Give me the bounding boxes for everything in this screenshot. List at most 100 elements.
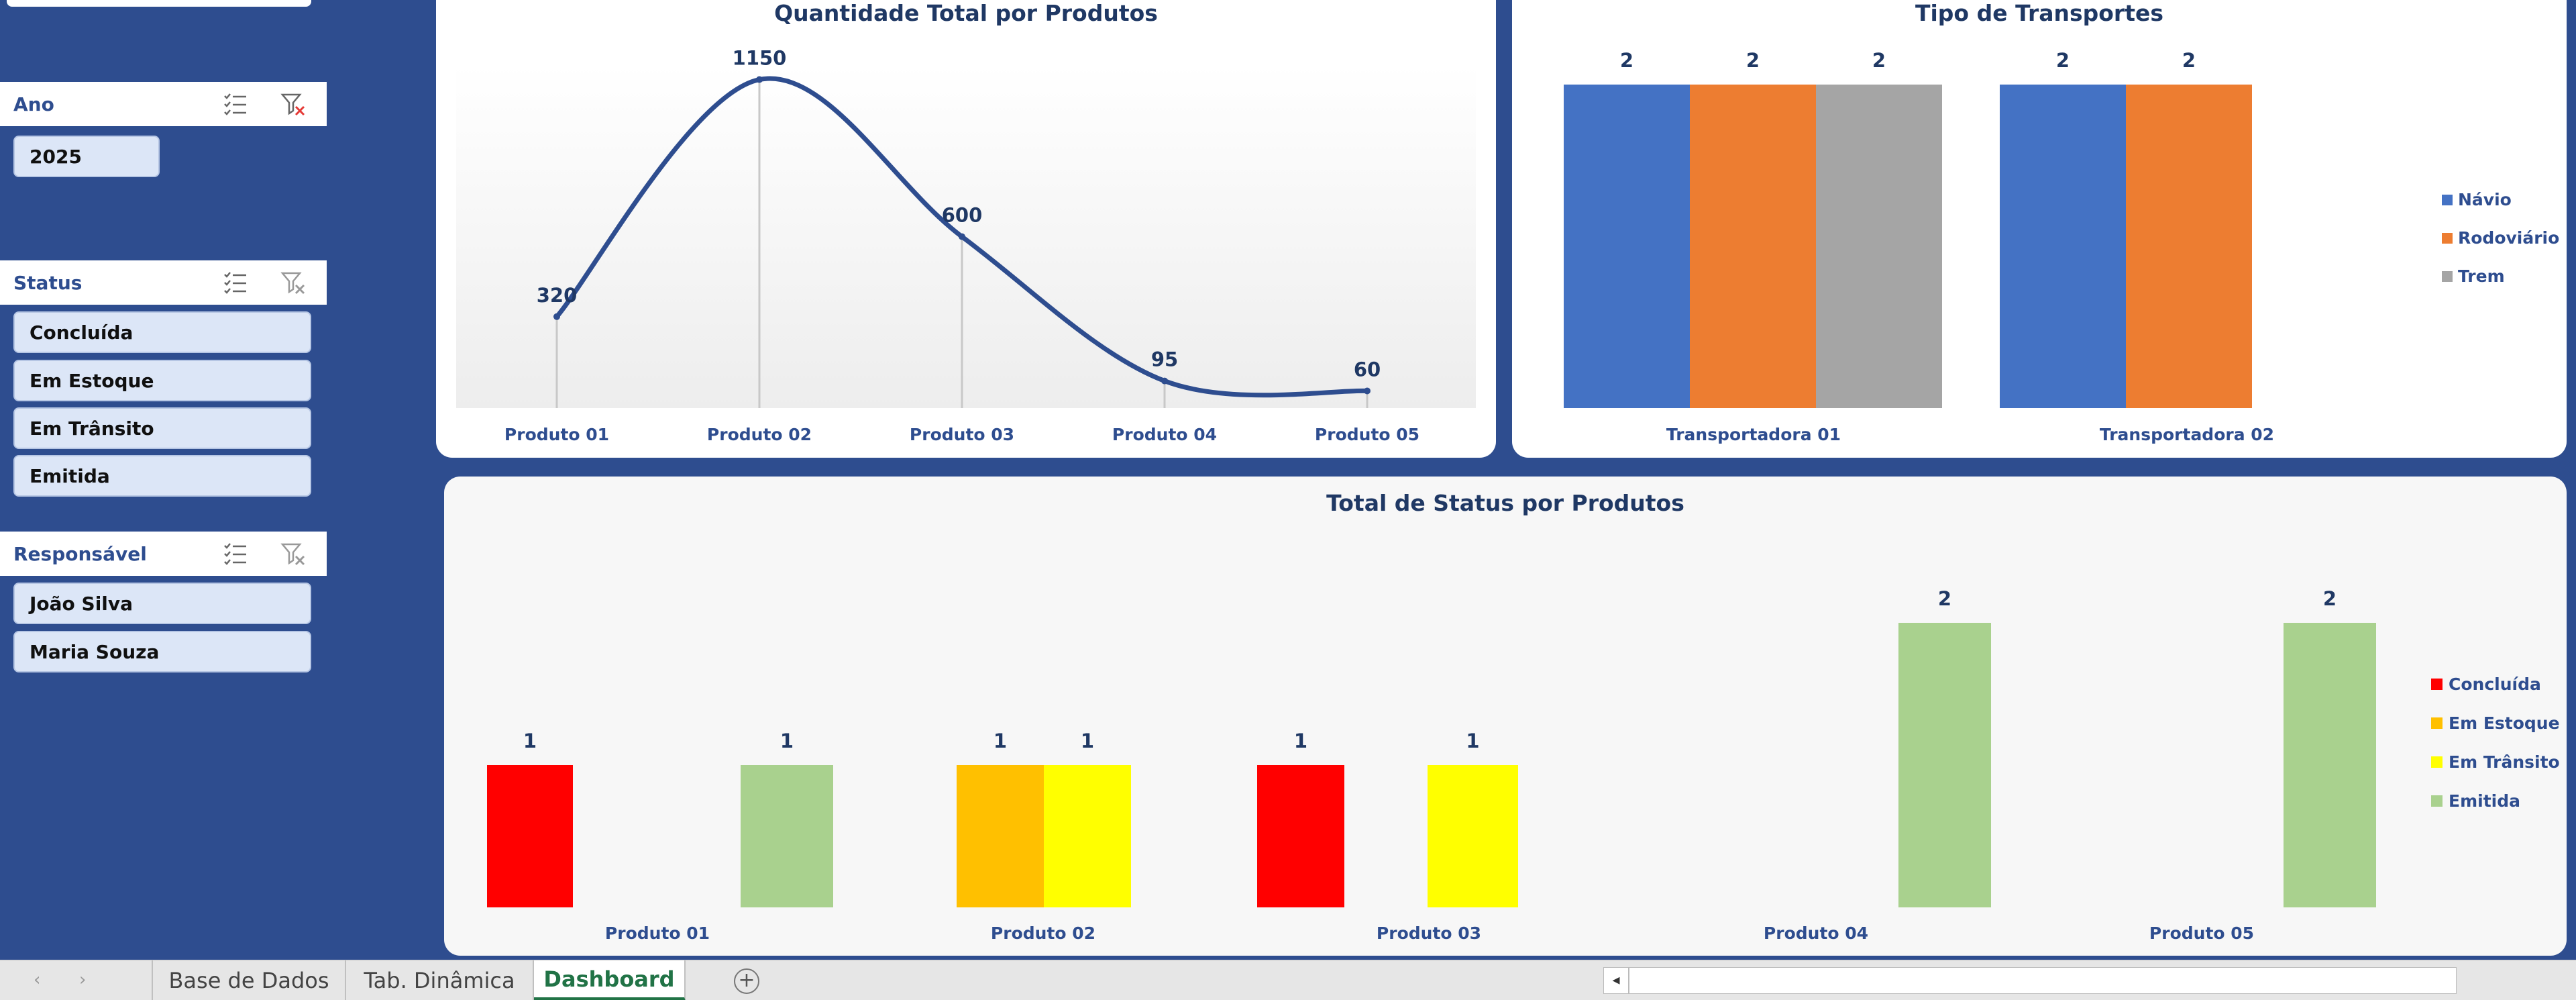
line-chart-plot: 320 Produto 01 1150 Produto 02 600 Produto 03… xyxy=(456,47,1476,444)
multi-select-icon[interactable] xyxy=(222,269,249,296)
bar xyxy=(1257,765,1344,907)
slicer-responsavel: Responsável João Silva Maria Souza xyxy=(0,532,327,672)
category-label: Produto 05 xyxy=(2149,923,2254,943)
bar xyxy=(1816,85,1942,408)
bar xyxy=(2126,85,2252,408)
slicer-item-maria-souza[interactable]: Maria Souza xyxy=(13,631,311,672)
category-label: Produto 01 xyxy=(605,923,710,943)
legend-swatch xyxy=(2442,271,2453,282)
data-label: 2 xyxy=(2182,49,2196,72)
sheet-tab-base-de-dados[interactable]: Base de Dados xyxy=(152,960,346,1000)
data-label: 2 xyxy=(1938,587,1951,610)
data-point xyxy=(756,76,763,83)
legend-swatch xyxy=(2431,679,2443,690)
legend-swatch xyxy=(2431,795,2443,807)
data-label: 1 xyxy=(1294,730,1307,752)
sheet-tab-dashboard[interactable]: Dashboard xyxy=(534,960,686,1000)
slicer-item-2025[interactable]: 2025 xyxy=(13,136,160,177)
legend-label: Rodoviário xyxy=(2458,228,2559,248)
category-label: Produto 05 xyxy=(1315,425,1419,444)
legend-label: Návio xyxy=(2458,190,2512,209)
status-chart-plot: 1 1 1 1 1 1 2 2 Produto 01 Produto 02 Produto 03 Pr… xyxy=(487,587,2560,943)
category-label: Produto 01 xyxy=(504,425,609,444)
legend-label: Trem xyxy=(2458,266,2505,286)
clear-filter-icon[interactable] xyxy=(280,91,307,117)
bar xyxy=(957,765,1044,907)
category-label: Produto 02 xyxy=(707,425,812,444)
slicer-header: Status xyxy=(0,260,327,305)
series-line xyxy=(554,76,1370,398)
data-label: 60 xyxy=(1354,358,1381,381)
chart-title: Quantidade Total por Produtos xyxy=(774,0,1158,26)
slicer-title: Ano xyxy=(13,93,54,115)
slicer-item-joao-silva[interactable]: João Silva xyxy=(13,583,311,624)
category-label: Transportadora 01 xyxy=(1666,425,1841,444)
transport-chart-plot: 2 2 2 Transportadora 01 2 2 Transportadora 02 N… xyxy=(1564,49,2559,444)
legend-label: Emitida xyxy=(2449,791,2520,811)
bar xyxy=(1564,85,1690,408)
tab-nav-next[interactable]: › xyxy=(79,970,87,990)
add-sheet-button[interactable]: + xyxy=(734,968,759,994)
data-label: 1 xyxy=(523,730,537,752)
slicer-status: Status Concluída Em Estoque Em Trânsito … xyxy=(0,260,327,497)
data-label: 2 xyxy=(1620,49,1633,72)
legend-swatch xyxy=(2431,756,2443,768)
scroll-left-button[interactable]: ◂ xyxy=(1603,967,1629,994)
bar xyxy=(2284,623,2376,907)
legend-swatch xyxy=(2431,717,2443,729)
chart-tipo-transportes[interactable]: Tipo de Transportes 2 2 2 Transportadora 01… xyxy=(1512,0,2567,458)
sheet-tab-tab-dinamica[interactable]: Tab. Dinâmica xyxy=(346,960,534,1000)
data-label: 2 xyxy=(2323,587,2337,610)
slicer-partial-top xyxy=(7,0,311,7)
bar xyxy=(741,765,833,907)
data-label: 2 xyxy=(1872,49,1886,72)
multi-select-icon[interactable] xyxy=(222,540,249,567)
category-label: Produto 04 xyxy=(1764,923,1868,943)
legend-swatch xyxy=(2442,233,2453,244)
slicer-title: Status xyxy=(13,271,83,294)
legend-label: Concluída xyxy=(2449,674,2541,694)
data-label: 1150 xyxy=(733,47,787,70)
data-label: 1 xyxy=(780,730,794,752)
chart-status-produtos[interactable]: Total de Status por Produtos 1 1 1 1 1 1 2 2 Pro… xyxy=(444,477,2567,956)
category-label: Transportadora 02 xyxy=(2100,425,2274,444)
bar xyxy=(1428,765,1518,907)
slicer-ano: Ano 2025 xyxy=(0,82,327,177)
legend-label: Em Trânsito xyxy=(2449,752,2560,772)
tab-nav-prev[interactable]: ‹ xyxy=(34,970,41,990)
plot-area xyxy=(456,64,1476,408)
category-label: Produto 02 xyxy=(991,923,1095,943)
clear-filter-icon[interactable] xyxy=(280,540,307,567)
data-label: 600 xyxy=(942,204,983,227)
slicer-title: Responsável xyxy=(13,542,147,565)
data-label: 320 xyxy=(537,284,578,307)
data-point xyxy=(553,313,560,320)
slicer-item-concluida[interactable]: Concluída xyxy=(13,311,311,353)
bar xyxy=(487,765,573,907)
category-label: Produto 03 xyxy=(910,425,1014,444)
category-label: Produto 04 xyxy=(1112,425,1217,444)
data-label: 95 xyxy=(1151,348,1178,371)
data-point xyxy=(1364,387,1371,395)
slicer-item-emitida[interactable]: Emitida xyxy=(13,455,311,497)
data-label: 1 xyxy=(1081,730,1094,752)
legend-label: Em Estoque xyxy=(2449,713,2560,733)
slicer-header: Responsável xyxy=(0,532,327,576)
slicer-item-em-transito[interactable]: Em Trânsito xyxy=(13,407,311,449)
clear-filter-icon[interactable] xyxy=(280,269,307,296)
bar xyxy=(1690,85,1816,408)
chart-title: Total de Status por Produtos xyxy=(1326,490,1684,516)
chart-quantidade-total[interactable]: Quantidade Total por Produtos 320 Produto… xyxy=(436,0,1496,458)
bar xyxy=(2000,85,2126,408)
data-label: 1 xyxy=(994,730,1007,752)
data-label: 2 xyxy=(1746,49,1760,72)
slicer-item-em-estoque[interactable]: Em Estoque xyxy=(13,360,311,401)
slicer-header: Ano xyxy=(0,82,327,126)
category-label: Produto 03 xyxy=(1377,923,1481,943)
horizontal-scrollbar[interactable] xyxy=(1629,967,2457,994)
legend-swatch xyxy=(2442,195,2453,205)
sheet-tab-bar: ‹ › Base de Dados Tab. Dinâmica Dashboar… xyxy=(0,960,2576,1000)
chart-title: Tipo de Transportes xyxy=(1915,0,2164,26)
data-point xyxy=(959,233,965,240)
multi-select-icon[interactable] xyxy=(222,91,249,117)
